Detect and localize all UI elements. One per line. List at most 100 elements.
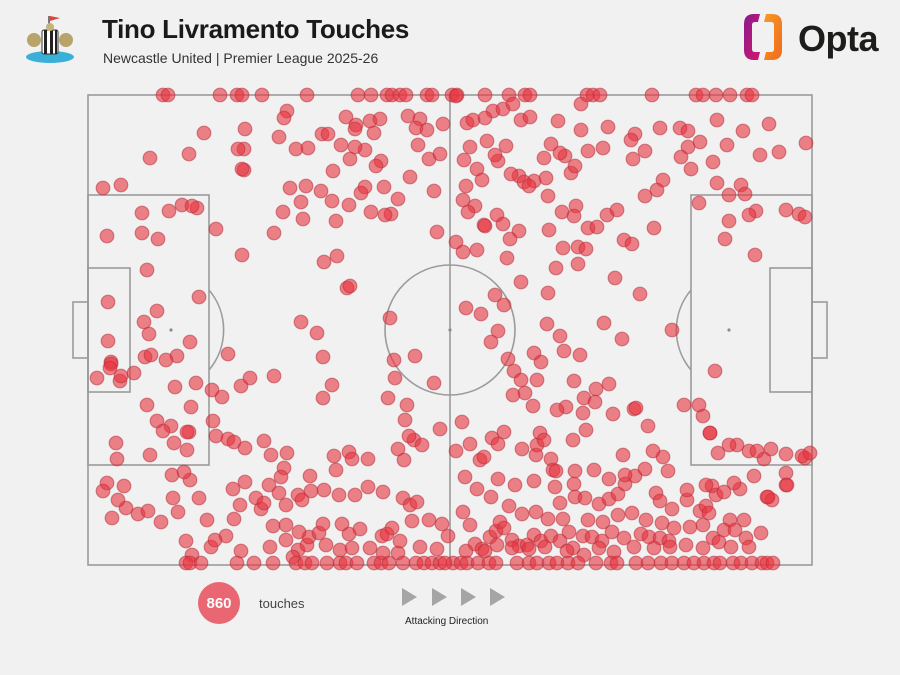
touch-point — [499, 250, 515, 266]
touch-point — [325, 163, 341, 179]
play-arrow-icon — [432, 588, 447, 606]
touch-point — [326, 448, 342, 464]
touch-point — [141, 326, 157, 342]
touch-point — [237, 121, 253, 137]
play-arrow-icon — [402, 588, 417, 606]
touch-point — [271, 485, 287, 501]
touch-point — [237, 440, 253, 456]
touch-point — [349, 555, 365, 571]
touch-point — [555, 240, 571, 256]
touch-point — [555, 511, 571, 527]
touch-point — [331, 487, 347, 503]
touch-point — [318, 537, 334, 553]
touch-point — [181, 146, 197, 162]
touch-point — [539, 316, 555, 332]
touch-point — [604, 524, 620, 540]
touch-point — [522, 109, 538, 125]
touch-point — [161, 203, 177, 219]
touch-point — [477, 87, 493, 103]
touch-point — [350, 87, 366, 103]
touch-point — [649, 182, 665, 198]
touch-point — [628, 400, 644, 416]
touch-point — [614, 331, 630, 347]
touch-point — [278, 532, 294, 548]
touch-point — [184, 198, 200, 214]
touch-point — [390, 191, 406, 207]
touch-point — [276, 110, 292, 126]
touch-point — [302, 468, 318, 484]
touch-point — [536, 432, 552, 448]
touch-point — [437, 555, 453, 571]
touch-point — [607, 270, 623, 286]
touch-point — [266, 225, 282, 241]
touch-point — [528, 504, 544, 520]
touch-point — [256, 495, 272, 511]
touch-point — [615, 447, 631, 463]
touch-point — [347, 487, 363, 503]
touch-point — [265, 555, 281, 571]
touch-point — [664, 322, 680, 338]
touch-point — [399, 397, 415, 413]
touch-point — [547, 479, 563, 495]
touch-point — [632, 286, 648, 302]
legend: 860 touches Attacking Direction — [0, 580, 900, 640]
touch-point — [595, 140, 611, 156]
touch-point — [140, 503, 156, 519]
touch-point — [710, 445, 726, 461]
touch-point — [160, 87, 176, 103]
touch-point — [566, 476, 582, 492]
touch-point — [432, 421, 448, 437]
touch-point — [313, 183, 329, 199]
touch-point — [737, 186, 753, 202]
touch-point — [424, 87, 440, 103]
touch-point — [678, 537, 694, 553]
touch-point — [142, 150, 158, 166]
touch-point — [232, 497, 248, 513]
touch-point — [116, 478, 132, 494]
touch-point — [381, 555, 397, 571]
touch-point — [319, 555, 335, 571]
touch-point — [188, 375, 204, 391]
touch-point — [578, 241, 594, 257]
touch-point — [167, 379, 183, 395]
touch-point — [153, 514, 169, 530]
header: Tino Livramento Touches Newcastle United… — [0, 0, 900, 80]
club-crest-icon — [26, 16, 74, 63]
touch-point — [624, 505, 640, 521]
touch-point — [552, 495, 568, 511]
touch-point — [372, 111, 388, 127]
touch-point — [368, 158, 384, 174]
touch-point — [483, 334, 499, 350]
touch-point — [199, 512, 215, 528]
touch-point — [474, 172, 490, 188]
touch-point — [717, 231, 733, 247]
touch-point — [709, 175, 725, 191]
touch-point — [462, 517, 478, 533]
touch-point — [513, 274, 529, 290]
touch-point — [100, 333, 116, 349]
touch-point — [477, 110, 493, 126]
touch-point — [716, 484, 732, 500]
touch-point — [412, 539, 428, 555]
touch-point — [426, 183, 442, 199]
touch-point — [246, 555, 262, 571]
touch-point — [504, 540, 520, 556]
touch-point — [802, 445, 818, 461]
touch-point — [414, 437, 430, 453]
touch-point — [166, 435, 182, 451]
touch-point — [616, 530, 632, 546]
touch-point — [102, 360, 118, 376]
touch-point — [407, 348, 423, 364]
touch-point — [347, 121, 363, 137]
touch-point — [676, 397, 692, 413]
touch-point — [360, 479, 376, 495]
touch-point — [719, 137, 735, 153]
touch-point — [164, 467, 180, 483]
touch-count-badge: 860 — [198, 582, 240, 624]
touch-point — [709, 112, 725, 128]
touch-point — [723, 539, 739, 555]
touch-point — [353, 185, 369, 201]
page-subtitle: Newcastle United | Premier League 2025-2… — [103, 50, 379, 66]
touch-point — [275, 204, 291, 220]
touch-point — [409, 494, 425, 510]
